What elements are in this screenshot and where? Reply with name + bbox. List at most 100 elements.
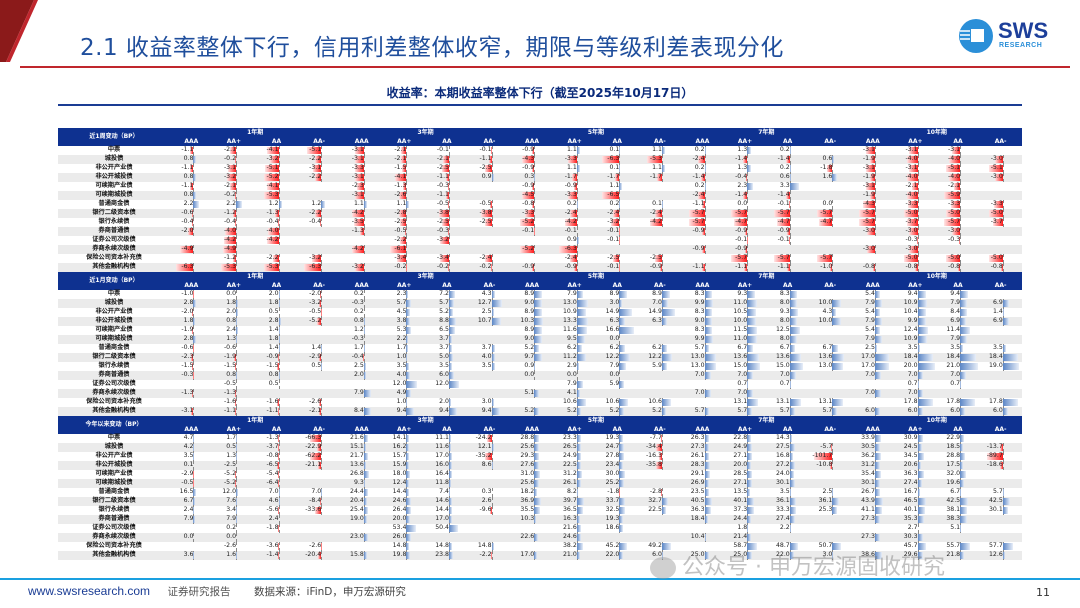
- empty-cell: [255, 245, 298, 254]
- value-cell: 28.3: [681, 461, 724, 470]
- value-cell: -0.5: [213, 380, 256, 389]
- bar-negative: [360, 228, 364, 235]
- cell-value: 1.8: [268, 335, 279, 342]
- bar-negative: [988, 165, 1003, 172]
- cell-value: 1.1: [566, 164, 577, 171]
- bar-negative: [567, 156, 577, 163]
- cell-value: -1.1: [735, 263, 748, 270]
- bar-negative: [277, 363, 279, 370]
- bar-positive: [960, 435, 965, 442]
- value-cell: -2.8: [382, 209, 426, 218]
- cell-value: 0.8: [183, 155, 194, 162]
- bar-negative: [909, 165, 918, 172]
- cell-value: 11.6: [563, 326, 577, 333]
- bar-negative: [357, 183, 364, 190]
- bar-negative: [487, 435, 492, 442]
- value-cell: 7.2: [426, 290, 469, 299]
- empty-cell: [638, 227, 682, 236]
- bar-negative: [484, 219, 492, 226]
- bar-positive: [704, 363, 716, 370]
- value-cell: 0.0: [212, 533, 256, 542]
- cell-value: 7.0: [907, 371, 918, 378]
- bar-positive: [704, 354, 716, 361]
- bar-positive: [789, 516, 795, 523]
- cell-value: -0.3: [181, 371, 194, 378]
- bar-positive: [789, 552, 794, 559]
- bar-positive: [406, 552, 410, 559]
- bar-negative: [1000, 444, 1003, 451]
- value-cell: -1.1: [170, 164, 213, 173]
- bar-positive: [448, 318, 457, 325]
- empty-cell: [979, 227, 1022, 236]
- bar-positive: [874, 408, 881, 415]
- bar-negative: [264, 165, 279, 172]
- bar-positive: [789, 345, 796, 352]
- value-cell: 4.0: [468, 353, 511, 362]
- empty-cell: [681, 524, 724, 533]
- bar-positive: [576, 408, 582, 415]
- grade-header: AA+: [894, 137, 937, 146]
- cell-value: 5.7: [439, 299, 449, 306]
- bar-positive: [236, 372, 237, 379]
- value-cell: 2.4: [255, 515, 298, 524]
- cell-value: -24.2: [475, 434, 492, 441]
- value-cell: -0.9: [681, 227, 724, 236]
- cell-value: 3.3: [779, 182, 790, 189]
- value-cell: 35.4: [852, 470, 895, 479]
- cell-value: -1.4: [692, 173, 705, 180]
- empty-cell: [595, 245, 639, 254]
- value-cell: -13.7: [979, 443, 1022, 452]
- value-cell: 1.6: [808, 173, 852, 182]
- value-cell: -3.1: [340, 191, 383, 200]
- value-cell: 2.2: [170, 200, 213, 209]
- bar-positive: [576, 354, 587, 361]
- value-cell: 4.9: [382, 389, 426, 398]
- cell-value: 1.8: [183, 317, 194, 324]
- bar-positive: [534, 534, 539, 541]
- cell-value: 23.5: [690, 488, 705, 495]
- cell-value: -3.1: [905, 164, 918, 171]
- cell-value: 24.9: [733, 443, 748, 450]
- value-cell: 43.9: [851, 497, 895, 506]
- cell-value: 7.9: [566, 380, 577, 387]
- cell-value: 0.5: [268, 380, 279, 387]
- cell-value: 45.2: [605, 542, 620, 549]
- value-cell: 33.9: [852, 434, 895, 443]
- grade-header: AA+: [382, 425, 426, 434]
- cell-value: 5.2: [524, 344, 535, 351]
- empty-cell: [340, 380, 383, 389]
- cell-value: 4.0: [396, 371, 407, 378]
- cell-value: -5.7: [820, 209, 833, 216]
- value-cell: 6.7: [170, 497, 213, 506]
- cell-value: 18.0: [392, 470, 407, 477]
- cell-value: 21.7: [350, 452, 364, 459]
- grade-header: AA-: [297, 425, 341, 434]
- empty-cell: [468, 245, 511, 254]
- bar-positive: [747, 309, 757, 316]
- tenor-header: 3年期: [340, 128, 511, 137]
- cell-value: -1.8: [820, 164, 833, 171]
- cell-value: -4.0: [223, 227, 237, 234]
- empty-cell: [639, 524, 682, 533]
- value-cell: -22.9: [297, 443, 341, 452]
- bar-positive: [960, 354, 976, 361]
- value-cell: 26.7: [852, 488, 895, 497]
- cell-value: 0.0: [524, 371, 535, 378]
- value-cell: 0.3: [468, 488, 511, 497]
- grade-header: AA: [425, 137, 469, 146]
- value-cell: -5.0: [936, 209, 980, 218]
- bar-negative: [688, 219, 705, 226]
- table-row: 可续期产业债 -2.9 -5.2 -5.4 26.8 18.0 16.4 31.0 31.2 30…: [58, 470, 1022, 479]
- cell-value: -0.1: [522, 227, 535, 234]
- value-cell: 0.2: [766, 164, 809, 173]
- value-cell: 8.9: [511, 290, 554, 299]
- cell-value: -1.7: [564, 173, 577, 180]
- empty-cell: [808, 245, 852, 254]
- website-link[interactable]: www.swsresearch.com: [28, 584, 151, 598]
- cell-value: -4.2: [564, 218, 577, 225]
- value-cell: -5.1: [979, 164, 1022, 173]
- bar-positive: [236, 516, 238, 523]
- cell-value: -5.2: [223, 470, 237, 477]
- cell-value: 18.6: [605, 524, 620, 531]
- table-row: 可续期产业债 -1.9 2.4 1.4 1.2 5.3 6.5 8.9 11.6 16.6 8.3 1…: [58, 326, 1022, 335]
